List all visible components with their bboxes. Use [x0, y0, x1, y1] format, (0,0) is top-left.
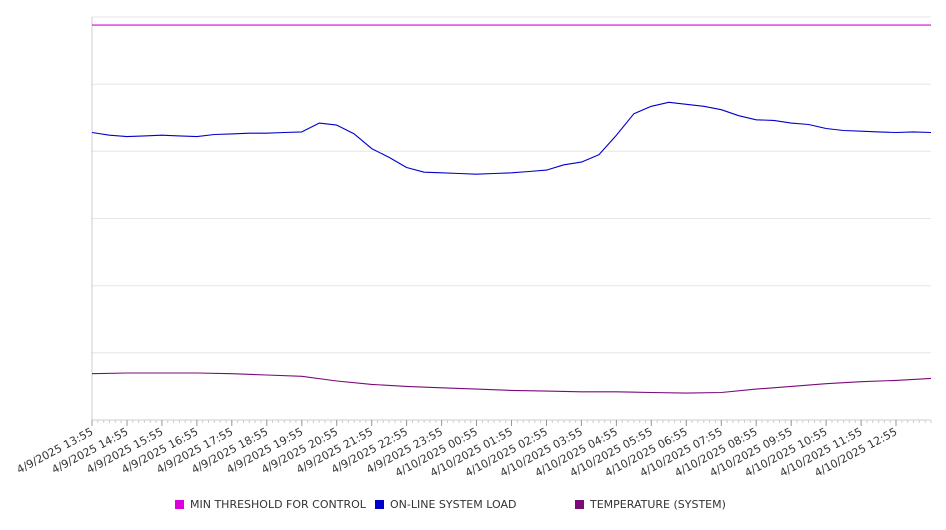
- series-lines: [91, 24, 932, 394]
- legend-swatch-temperature: [575, 500, 584, 509]
- legend-swatch-online-load: [375, 500, 384, 509]
- legend-label-temperature: TEMPERATURE (SYSTEM): [590, 498, 726, 511]
- legend-label-min-threshold: MIN THRESHOLD FOR CONTROL: [190, 498, 366, 511]
- legend-item-temperature[interactable]: TEMPERATURE (SYSTEM): [575, 498, 726, 511]
- series-line-on-line-system-load: [91, 101, 932, 175]
- legend-swatch-min-threshold: [175, 500, 184, 509]
- legend-item-online-load[interactable]: ON-LINE SYSTEM LOAD: [375, 498, 516, 511]
- chart-legend: MIN THRESHOLD FOR CONTROL ON-LINE SYSTEM…: [0, 498, 946, 514]
- gridlines: [92, 16, 931, 354]
- axes: [91, 17, 932, 426]
- legend-item-min-threshold[interactable]: MIN THRESHOLD FOR CONTROL: [175, 498, 366, 511]
- series-line-temperature-system: [91, 372, 932, 394]
- x-tick-labels: 4/9/2025 13:554/9/2025 14:554/9/2025 15:…: [15, 425, 900, 479]
- legend-label-online-load: ON-LINE SYSTEM LOAD: [390, 498, 517, 511]
